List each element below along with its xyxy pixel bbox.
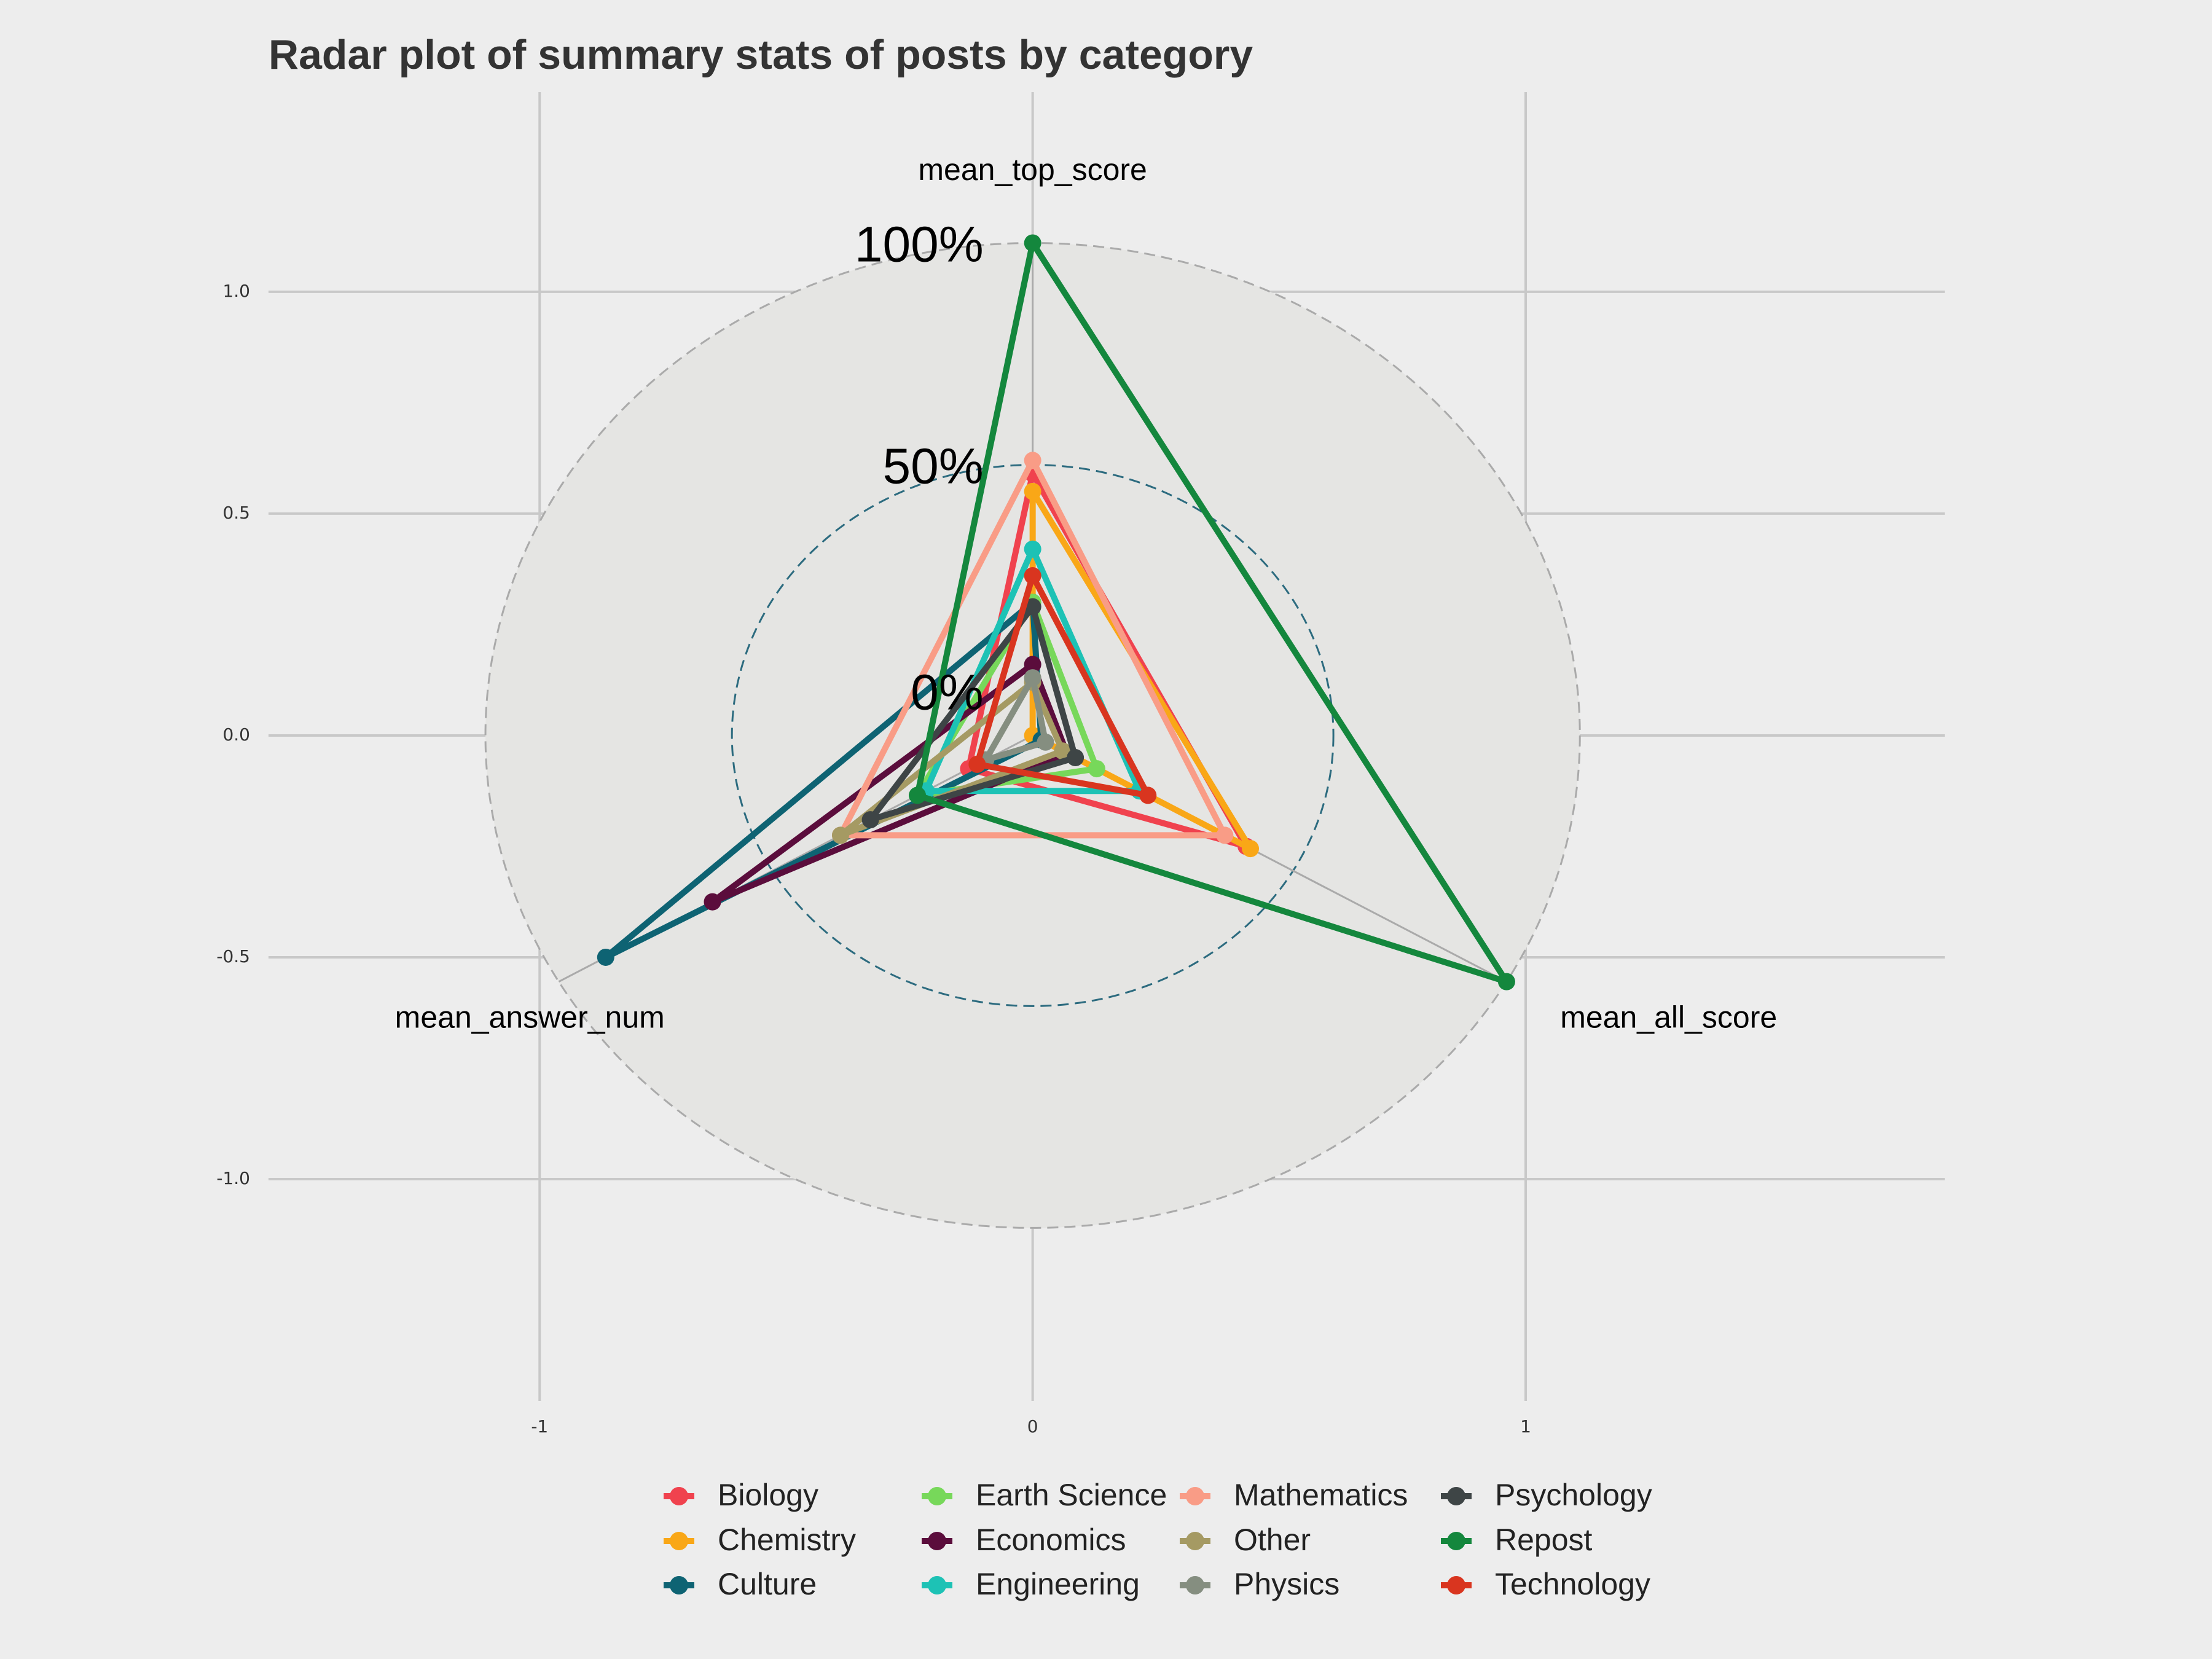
legend-key-point — [670, 1576, 688, 1594]
data-point — [1024, 656, 1041, 673]
data-point — [1024, 452, 1041, 469]
legend-item: Physics — [1180, 1567, 1339, 1601]
series-line — [837, 457, 1228, 839]
y-tick-label: 1.0 — [222, 281, 250, 301]
legend-label: Engineering — [976, 1567, 1140, 1601]
legend-label: Psychology — [1495, 1478, 1652, 1512]
chart-title: Radar plot of summary stats of posts by … — [269, 31, 1253, 78]
series-line — [914, 599, 1100, 799]
series-line — [914, 240, 1510, 985]
legend-item: Psychology — [1441, 1478, 1652, 1512]
y-tick-label: -0.5 — [216, 946, 250, 967]
data-point — [597, 948, 614, 966]
legend: Biology Chemistry Culture Earth Science Econ… — [664, 1478, 1652, 1601]
legend-label: Repost — [1495, 1523, 1593, 1557]
grid-percent-label: 0% — [911, 665, 984, 721]
radar-axis-label: mean_all_score — [1560, 1000, 1777, 1034]
radar-axis-label: mean_answer_num — [395, 1000, 665, 1034]
x-tick-label: 1 — [1520, 1416, 1531, 1437]
legend-key-point — [1186, 1487, 1204, 1505]
x-tick-label: -1 — [531, 1416, 548, 1437]
legend-key-point — [1447, 1532, 1465, 1550]
data-point — [1037, 733, 1054, 751]
data-point — [1024, 540, 1041, 558]
series-line — [867, 603, 1079, 823]
data-point — [1024, 598, 1041, 616]
legend-item: Economics — [922, 1523, 1126, 1557]
data-point — [909, 786, 927, 804]
series-line — [922, 546, 1143, 794]
legend-label: Other — [1234, 1523, 1311, 1557]
data-point — [1054, 742, 1072, 760]
legend-item: Chemistry — [664, 1523, 856, 1557]
legend-key-point — [1447, 1487, 1465, 1505]
legend-label: Chemistry — [718, 1523, 856, 1557]
legend-label: Biology — [718, 1478, 818, 1512]
data-point — [968, 755, 986, 773]
legend-label: Physics — [1234, 1567, 1339, 1601]
y-tick-label: -1.0 — [216, 1168, 250, 1188]
legend-label: Culture — [718, 1567, 817, 1601]
legend-item: Engineering — [922, 1567, 1140, 1601]
y-tick-label: 0.5 — [222, 503, 250, 523]
series-line — [974, 573, 1151, 799]
data-point — [1024, 567, 1041, 585]
series-technology — [968, 567, 1157, 804]
x-tick-label: 0 — [1027, 1416, 1038, 1437]
data-point — [1216, 826, 1234, 844]
legend-item: Other — [1180, 1523, 1311, 1557]
legend-item: Mathematics — [1180, 1478, 1408, 1512]
series-layer — [597, 234, 1515, 990]
legend-label: Mathematics — [1234, 1478, 1408, 1512]
y-tick-label: 0.0 — [222, 724, 250, 745]
legend-key-point — [670, 1487, 688, 1505]
data-point — [1139, 786, 1157, 804]
data-point — [704, 893, 721, 911]
radar-axis-label: mean_top_score — [918, 152, 1147, 187]
legend-key-point — [928, 1532, 946, 1550]
data-point — [1067, 749, 1084, 767]
series-line — [709, 661, 1070, 905]
series-repost — [909, 234, 1515, 990]
grid-percent-label: 50% — [883, 439, 984, 495]
data-point — [1497, 973, 1515, 990]
legend-key-point — [1186, 1576, 1204, 1594]
legend-key-point — [928, 1487, 946, 1505]
legend-item: Technology — [1441, 1567, 1650, 1601]
data-point — [1024, 669, 1041, 687]
legend-item: Culture — [664, 1567, 817, 1601]
legend-key-point — [1447, 1576, 1465, 1594]
label-layer: 0% 50% 100% mean_top_score mean_all_score mea… — [395, 152, 1777, 1034]
data-point — [831, 826, 849, 844]
data-point — [1088, 760, 1105, 778]
legend-label: Technology — [1495, 1567, 1650, 1601]
legend-item: Biology — [664, 1478, 818, 1512]
series-line — [982, 675, 1049, 763]
legend-key-point — [670, 1532, 688, 1550]
data-point — [1242, 840, 1260, 858]
legend-item: Earth Science — [922, 1478, 1167, 1512]
data-point — [1024, 482, 1041, 500]
legend-key-point — [928, 1576, 946, 1594]
legend-label: Economics — [976, 1523, 1126, 1557]
data-point — [1024, 234, 1041, 252]
legend-label: Earth Science — [976, 1478, 1167, 1512]
grid-percent-label: 100% — [855, 216, 984, 272]
legend-key-point — [1186, 1532, 1204, 1550]
legend-item: Repost — [1441, 1523, 1593, 1557]
series-psychology — [861, 598, 1084, 829]
data-point — [861, 811, 879, 829]
